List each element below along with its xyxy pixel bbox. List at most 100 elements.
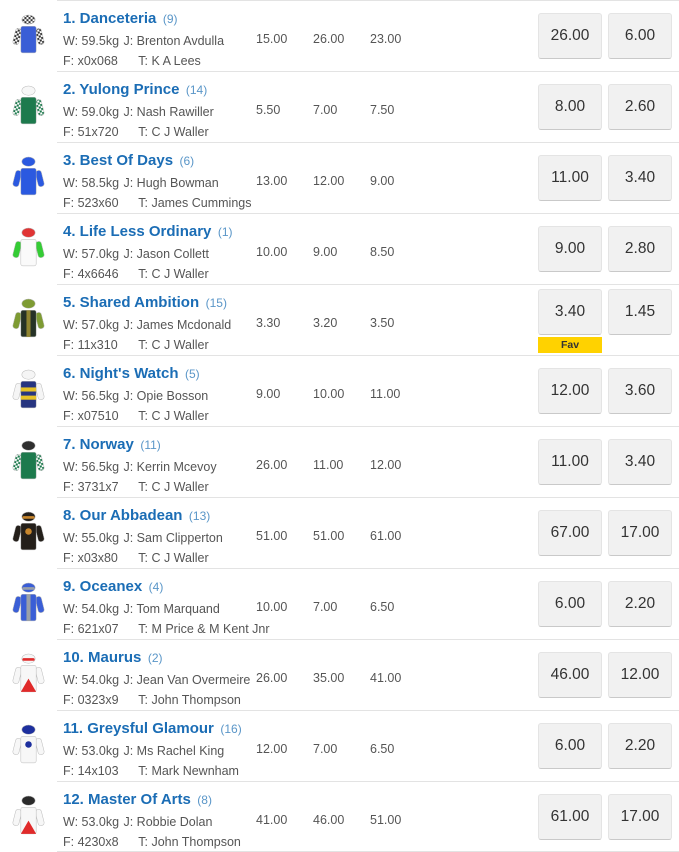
win-odds-button[interactable]: 11.00 (538, 155, 602, 201)
silk-column (0, 710, 57, 781)
form-label: F: x03x80 (63, 551, 118, 565)
runner-name-link[interactable]: 1. Danceteria (63, 10, 157, 27)
form-label: F: 3731x7 (63, 480, 119, 494)
silk-column (0, 639, 57, 710)
form-label: F: x07510 (63, 409, 119, 423)
place-odds-button[interactable]: 1.45 (608, 289, 672, 335)
runner-name-link[interactable]: 7. Norway (63, 436, 134, 453)
jockey-silk-icon (12, 298, 45, 338)
trainer-label: T: John Thompson (138, 835, 241, 849)
runner-name-link[interactable]: 12. Master Of Arts (63, 791, 191, 808)
form-trainer-line: F: 621x07 T: M Price & M Kent Jnr (63, 621, 679, 637)
trainer-label: T: John Thompson (138, 693, 241, 707)
form-trainer-line: F: 523x60 T: James Cummings (63, 195, 679, 211)
win-odds-button[interactable]: 11.00 (538, 439, 602, 485)
jockey-silk-icon (12, 227, 45, 267)
runner-name-link[interactable]: 4. Life Less Ordinary (63, 223, 212, 240)
win-odds-button[interactable]: 6.00 (538, 723, 602, 769)
odds-buttons: 12.00 3.60 (538, 368, 672, 414)
place-odds-button[interactable]: 2.20 (608, 723, 672, 769)
place-odds-button[interactable]: 2.20 (608, 581, 672, 627)
weight-label: W: 57.0kg (63, 318, 120, 332)
runner-row: 9. Oceanex (4) W: 54.0kg J: Tom Marquand… (0, 568, 679, 639)
fluc-value: 13.00 (256, 174, 288, 188)
runner-name-link[interactable]: 10. Maurus (63, 649, 142, 666)
win-odds-button[interactable]: 3.40 (538, 289, 602, 335)
silk-column (0, 355, 57, 426)
win-odds-button[interactable]: 12.00 (538, 368, 602, 414)
price-flucs: 10.00 7.00 6.50 (256, 600, 427, 614)
jockey-silk-icon (12, 653, 45, 693)
form-trainer-line: F: 3731x7 T: C J Waller (63, 479, 679, 495)
place-odds-button[interactable]: 17.00 (608, 793, 672, 840)
trainer-label: T: C J Waller (138, 409, 209, 423)
price-flucs: 41.00 46.00 51.00 (256, 813, 427, 827)
place-odds-button[interactable]: 3.40 (608, 155, 672, 201)
win-odds-button[interactable]: 6.00 (538, 581, 602, 627)
price-flucs: 51.00 51.00 61.00 (256, 529, 427, 543)
runner-details: 6. Night's Watch (5) W: 56.5kg J: Opie B… (57, 355, 679, 426)
odds-buttons: 26.00 6.00 (538, 13, 672, 59)
runner-details: 11. Greysful Glamour (16) W: 53.0kg J: M… (57, 710, 679, 781)
weight-label: W: 54.0kg (63, 602, 120, 616)
weight-jockey-line: W: 54.0kg J: Jean Van Overmeire (63, 672, 679, 688)
form-trainer-line: F: x03x80 T: C J Waller (63, 550, 679, 566)
runner-row: 8. Our Abbadean (13) W: 55.0kg J: Sam Cl… (0, 497, 679, 568)
place-odds-button[interactable]: 6.00 (608, 13, 672, 59)
fluc-value: 3.50 (370, 316, 395, 330)
runner-name-link[interactable]: 5. Shared Ambition (63, 294, 200, 311)
runner-row: 12. Master Of Arts (8) W: 53.0kg J: Robb… (0, 781, 679, 852)
place-odds-button[interactable]: 2.80 (608, 226, 672, 272)
runner-name-link[interactable]: 3. Best Of Days (63, 152, 174, 169)
place-odds-button[interactable]: 3.60 (608, 368, 672, 414)
odds-buttons: 67.00 17.00 (538, 510, 672, 556)
silk-column (0, 426, 57, 497)
form-label: F: 14x103 (63, 764, 119, 778)
form-label: F: 4x6646 (63, 267, 119, 281)
weight-label: W: 56.5kg (63, 460, 120, 474)
odds-buttons: 6.00 2.20 (538, 723, 672, 769)
runner-name-link[interactable]: 2. Yulong Prince (63, 81, 180, 98)
barrier-number: (8) (197, 793, 212, 807)
jockey-label: J: Nash Rawiller (123, 105, 214, 119)
odds-buttons: 61.00 17.00 (538, 793, 672, 840)
weight-jockey-line: W: 53.0kg J: Robbie Dolan (63, 814, 679, 830)
runner-row: 4. Life Less Ordinary (1) W: 57.0kg J: J… (0, 213, 679, 284)
jockey-label: J: Sam Clipperton (123, 531, 223, 545)
jockey-label: J: Brenton Avdulla (123, 34, 225, 48)
win-odds-button[interactable]: 26.00 (538, 13, 602, 59)
jockey-silk-icon (12, 369, 45, 409)
odds-buttons: 11.00 3.40 (538, 439, 672, 485)
runner-details: 8. Our Abbadean (13) W: 55.0kg J: Sam Cl… (57, 497, 679, 568)
fluc-value: 10.00 (256, 245, 288, 259)
fluc-value: 26.00 (313, 32, 345, 46)
odds-buttons: 6.00 2.20 (538, 581, 672, 627)
place-odds-button[interactable]: 2.60 (608, 84, 672, 130)
place-odds-button[interactable]: 12.00 (608, 652, 672, 698)
runner-name-link[interactable]: 6. Night's Watch (63, 365, 179, 382)
weight-label: W: 53.0kg (63, 815, 120, 829)
form-trainer-line: F: 14x103 T: Mark Newnham (63, 763, 679, 779)
runner-row: 3. Best Of Days (6) W: 58.5kg J: Hugh Bo… (0, 142, 679, 213)
win-odds-button[interactable]: 9.00 (538, 226, 602, 272)
place-odds-button[interactable]: 3.40 (608, 439, 672, 485)
jockey-label: J: Jean Van Overmeire (123, 673, 251, 687)
fluc-value: 7.00 (313, 103, 338, 117)
silk-column (0, 497, 57, 568)
jockey-label: J: Kerrin Mcevoy (123, 460, 217, 474)
fluc-value: 26.00 (256, 458, 288, 472)
win-odds-button[interactable]: 8.00 (538, 84, 602, 130)
runner-name-link[interactable]: 11. Greysful Glamour (63, 720, 214, 737)
win-odds-button[interactable]: 61.00 (538, 793, 602, 840)
runner-row: 11. Greysful Glamour (16) W: 53.0kg J: M… (0, 710, 679, 781)
price-flucs: 12.00 7.00 6.50 (256, 742, 427, 756)
jockey-label: J: Jason Collett (123, 247, 209, 261)
win-odds-button[interactable]: 46.00 (538, 652, 602, 698)
win-odds-button[interactable]: 67.00 (538, 510, 602, 556)
runner-name-link[interactable]: 8. Our Abbadean (63, 507, 183, 524)
weight-jockey-line: W: 58.5kg J: Hugh Bowman (63, 175, 679, 191)
place-odds-button[interactable]: 17.00 (608, 510, 672, 556)
runner-row: 6. Night's Watch (5) W: 56.5kg J: Opie B… (0, 355, 679, 426)
jockey-silk-icon (12, 14, 45, 54)
runner-name-link[interactable]: 9. Oceanex (63, 578, 143, 595)
